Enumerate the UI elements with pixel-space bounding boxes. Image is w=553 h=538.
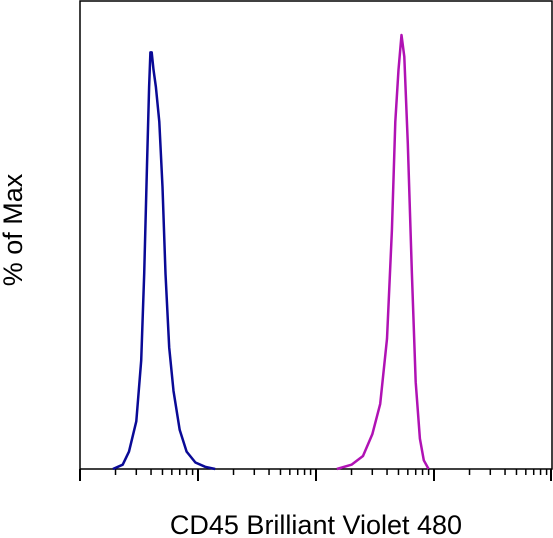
histogram-series-2 xyxy=(336,33,430,471)
x-axis-ticks xyxy=(79,469,552,481)
y-axis-label: % of Max xyxy=(0,173,28,286)
series-group xyxy=(112,33,430,471)
histogram-series-1 xyxy=(112,51,216,471)
x-axis-label: CD45 Brilliant Violet 480 xyxy=(170,510,462,538)
